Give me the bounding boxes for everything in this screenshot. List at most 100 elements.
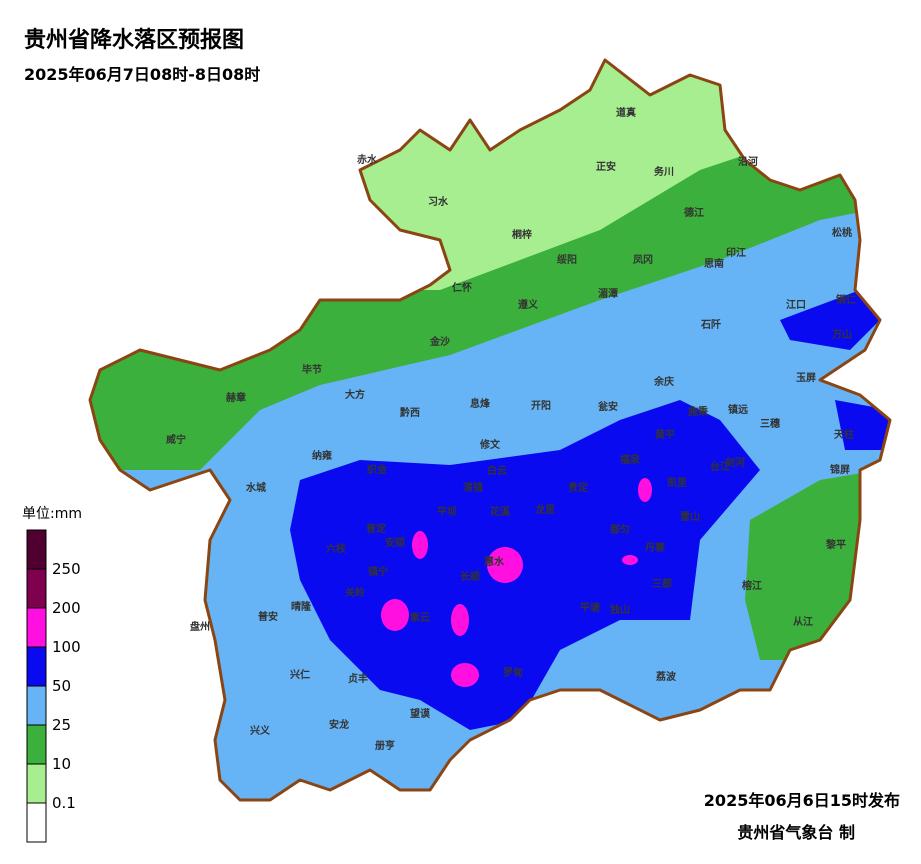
- county-label: 平坝: [437, 505, 457, 518]
- county-label: 桐梓: [512, 228, 532, 241]
- county-label: 平塘: [580, 601, 600, 614]
- county-label: 福泉: [619, 453, 641, 466]
- county-label: 水城: [245, 481, 266, 494]
- county-label: 瓮安: [598, 400, 618, 413]
- county-label: 遵义: [518, 298, 539, 311]
- county-label: 天柱: [834, 428, 854, 441]
- county-label: 黔西: [400, 406, 420, 419]
- legend-tick: 250: [52, 560, 81, 578]
- county-label: 威宁: [166, 433, 186, 446]
- county-label: 修文: [479, 438, 501, 451]
- county-label: 花溪: [490, 505, 511, 518]
- legend-tick: 25: [52, 716, 71, 734]
- title: 贵州省降水落区预报图: [24, 28, 244, 53]
- county-label: 大方: [345, 388, 365, 401]
- county-label: 三都: [652, 577, 672, 590]
- county-label: 道真: [616, 106, 636, 119]
- county-label: 荔波: [655, 670, 677, 683]
- zone-100-200: [451, 604, 469, 636]
- legend-tick: 10: [52, 755, 71, 773]
- county-label: 纳雍: [312, 449, 332, 462]
- county-label: 紫云: [410, 611, 430, 624]
- county-label: 织金: [367, 463, 388, 476]
- county-label: 六枝: [326, 542, 347, 555]
- legend-swatch: [26, 802, 47, 843]
- county-label: 凯里: [667, 476, 687, 489]
- county-label: 思南: [704, 257, 724, 270]
- county-label: 龙里: [534, 503, 555, 516]
- county-label: 晴隆: [291, 600, 312, 613]
- zone-100-200: [487, 547, 523, 583]
- county-label: 万山: [831, 328, 852, 341]
- county-label: 施秉: [688, 405, 709, 418]
- agency: 贵州省气象台 制: [737, 823, 855, 842]
- county-label: 石阡: [700, 318, 721, 331]
- issue-time: 2025年06月6日15时发布: [704, 791, 900, 810]
- county-label: 三穗: [760, 417, 780, 430]
- legend-swatch: [26, 607, 47, 648]
- county-label: 兴仁: [290, 668, 310, 681]
- county-label: 长顺: [460, 570, 480, 583]
- county-label: 铜仁: [836, 293, 856, 306]
- county-label: 安龙: [329, 718, 349, 731]
- county-label: 台江: [710, 460, 730, 473]
- county-label: 望谟: [410, 707, 431, 720]
- county-label: 盘州: [190, 620, 210, 633]
- county-label: 册亨: [375, 739, 395, 752]
- county-label: 丹寨: [645, 541, 665, 554]
- zone-50-100: [780, 290, 880, 350]
- county-label: 独山: [610, 603, 630, 616]
- county-label: 正安: [596, 160, 616, 173]
- zone-100-200: [412, 531, 428, 559]
- county-label: 普安: [258, 610, 278, 623]
- county-label: 黎平: [826, 538, 846, 551]
- county-label: 玉屏: [796, 372, 816, 384]
- county-label: 习水: [428, 195, 449, 208]
- subtitle: 2025年06月7日08时-8日08时: [24, 65, 260, 84]
- zone-100-200: [451, 663, 479, 687]
- county-label: 黄平: [655, 428, 675, 441]
- county-label: 松桃: [832, 226, 852, 239]
- legend-tick: 50: [52, 677, 71, 695]
- county-label: 金沙: [429, 335, 450, 348]
- province-border: [88, 58, 892, 802]
- county-label: 锦屏: [830, 463, 850, 476]
- county-label: 都匀: [609, 523, 630, 536]
- county-label: 镇远: [728, 403, 748, 416]
- legend-swatch: [26, 529, 47, 570]
- county-label: 赫章: [226, 391, 246, 404]
- county-label: 沿河: [738, 155, 758, 168]
- county-label: 贞丰: [348, 672, 368, 685]
- county-label: 息烽: [470, 397, 491, 410]
- county-label: 榕江: [742, 579, 762, 592]
- county-label: 仁怀: [452, 281, 472, 294]
- county-label: 开阳: [531, 400, 551, 412]
- county-label: 白云: [487, 464, 507, 477]
- legend-swatch: [26, 646, 47, 687]
- county-label: 清镇: [463, 481, 483, 494]
- county-label: 印江: [726, 246, 746, 259]
- zone-50-100: [835, 400, 890, 450]
- zone-100-200: [381, 599, 409, 631]
- county-label: 湄潭: [598, 287, 618, 300]
- county-label: 赤水: [357, 153, 378, 166]
- county-label: 惠水: [484, 555, 505, 568]
- county-label: 雷山: [680, 510, 700, 523]
- county-label: 江口: [786, 298, 806, 311]
- county-label: 绥阳: [557, 253, 577, 266]
- zone-100-200: [622, 555, 638, 565]
- county-label: 镇宁: [368, 565, 388, 578]
- legend-swatch: [26, 724, 47, 765]
- legend-swatch: [26, 763, 47, 804]
- legend: 0.1 10 25 50 100 200 250: [26, 529, 81, 843]
- county-label: 剑河: [724, 456, 745, 469]
- county-label: 贵定: [568, 481, 588, 494]
- legend-tick: 0.1: [52, 794, 76, 812]
- county-label: 关岭: [345, 586, 365, 599]
- legend-tick: 100: [52, 638, 81, 656]
- county-label: 凤冈: [633, 254, 653, 266]
- zone-100-200: [638, 478, 652, 502]
- county-label: 罗甸: [503, 666, 523, 679]
